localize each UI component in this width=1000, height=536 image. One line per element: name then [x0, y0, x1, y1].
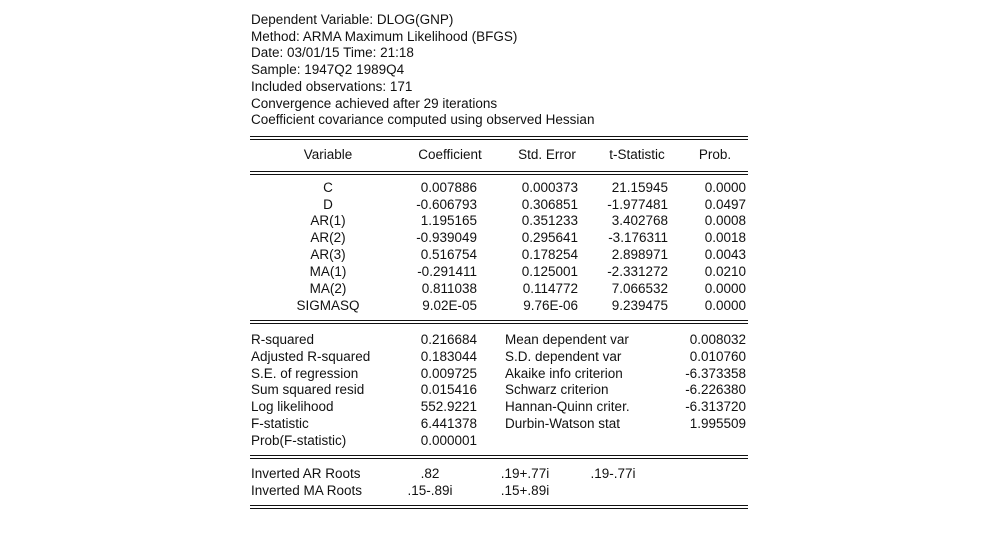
stat-label-right: Durbin-Watson stat	[505, 416, 621, 431]
stat-value-left: 0.015416	[420, 382, 477, 397]
cell-t-statistic: 9.239475	[611, 298, 668, 313]
stat-value-left: 0.183044	[420, 349, 477, 364]
ma-root-value: .15+.89i	[500, 483, 550, 498]
cell-coefficient: 9.02E-05	[422, 298, 477, 313]
cell-coefficient: 1.195165	[420, 213, 477, 228]
cell-std-error: 0.178254	[521, 247, 578, 262]
stat-label-right: Mean dependent var	[505, 332, 629, 347]
cell-t-statistic: 7.066532	[611, 281, 668, 296]
col-header-variable: Variable	[303, 147, 353, 162]
col-header-coefficient: Coefficient	[418, 147, 482, 162]
cell-t-statistic: 3.402768	[611, 213, 668, 228]
cell-prob: 0.0008	[704, 213, 746, 228]
cell-std-error: 0.125001	[521, 264, 578, 279]
header-date-time: Date: 03/01/15 Time: 21:18	[251, 45, 414, 61]
header-dependent-variable: Dependent Variable: DLOG(GNP)	[251, 12, 454, 27]
header-method: Method: ARMA Maximum Likelihood (BFGS)	[251, 28, 518, 44]
cell-variable: AR(3)	[310, 247, 346, 262]
cell-prob: 0.0000	[704, 281, 746, 296]
cell-std-error: 0.351233	[521, 213, 578, 228]
stat-label-left: Sum squared resid	[251, 382, 365, 397]
cell-prob: 0.0000	[704, 180, 746, 195]
stat-value-left: 552.9221	[420, 399, 477, 414]
ar-root-value: .82	[420, 466, 440, 481]
header-convergence: Convergence achieved after 29 iterations	[251, 95, 498, 111]
stat-value-right: -6.313720	[685, 399, 746, 414]
stat-value-left: 0.216684	[420, 332, 477, 347]
stat-value-left: 6.441378	[420, 416, 477, 431]
ma-root-value: .15-.89i	[407, 483, 453, 498]
header-observations: Included observations: 171	[251, 78, 413, 94]
cell-t-statistic: 21.15945	[611, 180, 668, 195]
stat-value-right: -6.373358	[685, 366, 746, 381]
cell-prob: 0.0497	[704, 197, 746, 212]
ma-roots-label: Inverted MA Roots	[251, 483, 363, 498]
stat-value-right: 0.008032	[689, 332, 746, 347]
cell-coefficient: 0.811038	[421, 281, 477, 296]
cell-prob: 0.0000	[704, 298, 746, 313]
cell-prob: 0.0210	[704, 264, 746, 279]
ar-root-value: .19-.77i	[590, 466, 636, 481]
stat-label-left: Adjusted R-squared	[251, 349, 371, 364]
cell-std-error: 9.76E-06	[523, 298, 578, 313]
cell-std-error: 0.000373	[521, 180, 578, 195]
stat-label-left: Log likelihood	[251, 399, 334, 414]
cell-variable: C	[323, 180, 333, 195]
cell-t-statistic: -1.977481	[607, 197, 668, 212]
cell-std-error: 0.295641	[521, 230, 578, 245]
roots-bottom-double-rule	[250, 505, 748, 509]
stat-label-left: R-squared	[251, 332, 315, 347]
stat-value-left: 0.000001	[420, 433, 477, 448]
cell-std-error: 0.114772	[522, 281, 578, 296]
cell-variable: D	[323, 197, 333, 212]
cell-t-statistic: -3.176311	[608, 230, 668, 245]
ar-root-value: .19+.77i	[500, 466, 550, 481]
col-header-t-statistic: t-Statistic	[609, 147, 665, 162]
header-sample: Sample: 1947Q2 1989Q4	[251, 62, 405, 78]
cell-std-error: 0.306851	[521, 197, 578, 212]
col-header-std-error: Std. Error	[518, 147, 576, 162]
cell-variable: AR(2)	[310, 230, 346, 245]
stat-label-left: F-statistic	[251, 416, 309, 431]
cell-variable: AR(1)	[310, 213, 346, 228]
cell-prob: 0.0018	[704, 230, 746, 245]
ar-roots-label: Inverted AR Roots	[251, 466, 361, 481]
stat-value-right: 1.995509	[689, 416, 746, 431]
stat-value-left: 0.009725	[420, 366, 477, 381]
cell-coefficient: 0.516754	[420, 247, 477, 262]
column-header-double-rule	[250, 171, 748, 175]
cell-coefficient: -0.939049	[416, 230, 477, 245]
stat-label-left: S.E. of regression	[251, 366, 359, 381]
col-header-prob: Prob.	[698, 147, 732, 162]
cell-t-statistic: -2.331272	[607, 264, 668, 279]
stat-value-right: 0.010760	[689, 349, 746, 364]
stat-label-right: Akaike info criterion	[505, 366, 623, 381]
coef-table-bottom-double-rule	[250, 320, 748, 324]
cell-variable: MA(1)	[309, 264, 347, 279]
cell-variable: MA(2)	[309, 281, 347, 296]
stat-value-right: -6.226380	[685, 382, 746, 397]
stats-bottom-double-rule	[250, 455, 748, 459]
stat-label-right: Hannan-Quinn criter.	[505, 399, 630, 414]
cell-variable: SIGMASQ	[296, 298, 360, 313]
cell-prob: 0.0043	[704, 247, 746, 262]
cell-coefficient: 0.007886	[420, 180, 477, 195]
stat-label-right: Schwarz criterion	[505, 382, 609, 397]
stat-label-right: S.D. dependent var	[505, 349, 622, 364]
stat-label-left: Prob(F-statistic)	[251, 433, 347, 448]
top-double-rule	[250, 136, 748, 140]
header-covariance: Coefficient covariance computed using ob…	[251, 112, 595, 128]
cell-coefficient: -0.606793	[416, 197, 477, 212]
cell-coefficient: -0.291411	[417, 264, 477, 279]
estimation-header: Dependent Variable: DLOG(GNP) Method: AR…	[251, 12, 594, 129]
cell-t-statistic: 2.898971	[611, 247, 668, 262]
